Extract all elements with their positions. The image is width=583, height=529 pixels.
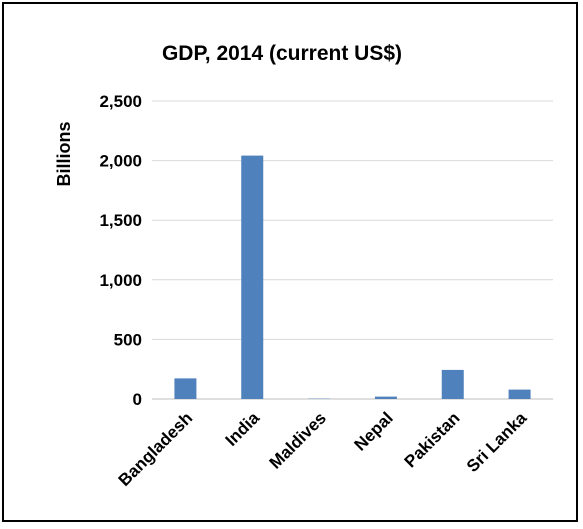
y-tick-label: 1,500 — [99, 211, 142, 230]
y-tick-label: 2,500 — [99, 92, 142, 111]
y-tick-label: 500 — [114, 330, 142, 349]
bar-chart: GDP, 2014 (current US$) Billions 0 500 1,0… — [4, 4, 580, 524]
y-axis-label: Billions — [54, 121, 74, 186]
chart-frame: GDP, 2014 (current US$) Billions 0 500 1,0… — [2, 2, 578, 522]
bar-pakistan — [442, 370, 464, 399]
bar-nepal — [375, 397, 397, 399]
x-tick-label: India — [222, 408, 264, 450]
x-tick-label: Sri Lanka — [463, 408, 531, 476]
x-tick-label: Nepal — [351, 408, 397, 454]
y-tick-label: 1,000 — [99, 271, 142, 290]
x-tick-label: Maldives — [266, 408, 330, 472]
bar-bangladesh — [174, 378, 196, 399]
y-tick-label: 2,000 — [99, 152, 142, 171]
gridlines — [152, 101, 553, 399]
bar-india — [241, 156, 263, 399]
bars — [174, 156, 530, 399]
x-tick-label: Bangladesh — [115, 408, 197, 490]
y-tick-label: 0 — [133, 390, 142, 409]
chart-title: GDP, 2014 (current US$) — [162, 42, 402, 65]
x-tick-label: Pakistan — [401, 408, 464, 471]
bar-sri-lanka — [509, 390, 531, 399]
y-tick-labels: 0 500 1,000 1,500 2,000 2,500 — [99, 92, 142, 409]
